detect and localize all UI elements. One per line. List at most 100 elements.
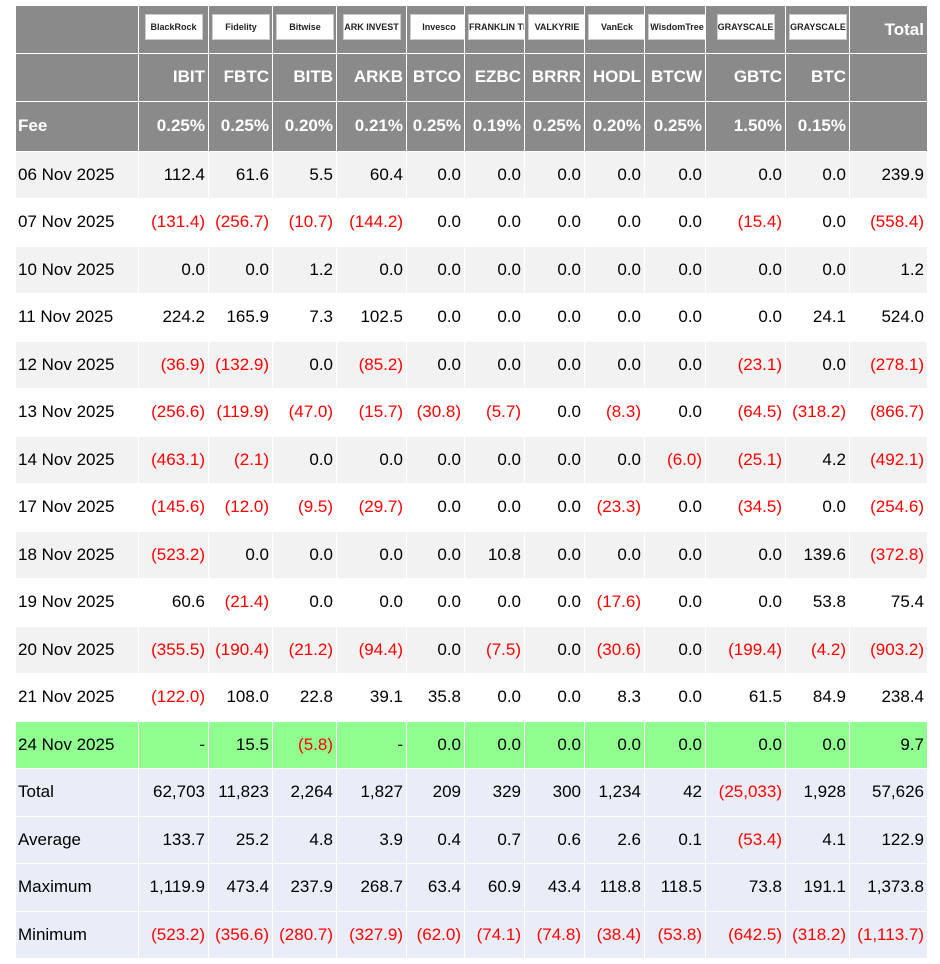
summary-value: (318.2) [785, 910, 850, 959]
flow-value: 0.0 [138, 245, 209, 294]
summary-value: 1,827 [336, 768, 407, 817]
flow-value: 224.2 [138, 293, 209, 342]
summary-value: 2.6 [584, 815, 645, 864]
flow-value: - [336, 720, 407, 769]
logo-cell: VALKYRIE [524, 5, 585, 54]
logo-cell: BlackRock [138, 5, 209, 54]
flow-value: 0.0 [584, 435, 645, 484]
date-cell: 12 Nov 2025 [15, 340, 139, 389]
flow-value: 0.0 [464, 578, 525, 627]
flow-value: (492.1) [849, 435, 928, 484]
flow-value: 0.0 [705, 530, 786, 579]
flow-value: 524.0 [849, 293, 928, 342]
flow-row: 20 Nov 2025 (355.5) (190.4) (21.2) (94.4) 0.0… [15, 625, 928, 674]
flow-row: 10 Nov 2025 0.0 0.0 1.2 0.0 0.0 0.0 0.0 0.0 0.0 0.… [15, 245, 928, 294]
flow-value: (15.7) [336, 388, 407, 437]
flow-value: - [138, 720, 209, 769]
table-body: BlackRock Fidelity Bitwise ARK INVEST Invesc… [15, 5, 928, 959]
flow-value: 8.3 [584, 673, 645, 722]
flow-value: 60.4 [336, 150, 407, 199]
flow-value: 53.8 [785, 578, 850, 627]
flow-value: 108.0 [208, 673, 273, 722]
flow-value: 0.0 [524, 340, 585, 389]
logo-cell: GRAYSCALE [705, 5, 786, 54]
flow-value: (145.6) [138, 483, 209, 532]
fee-value: 0.25% [644, 100, 706, 152]
flow-value: 0.0 [464, 340, 525, 389]
summary-value: 191.1 [785, 863, 850, 912]
flow-value: (256.6) [138, 388, 209, 437]
flow-value: (131.4) [138, 198, 209, 247]
flow-value: 0.0 [406, 530, 465, 579]
flow-value: 102.5 [336, 293, 407, 342]
flow-value: 0.0 [272, 530, 337, 579]
date-cell: 17 Nov 2025 [15, 483, 139, 532]
flow-value: 0.0 [464, 293, 525, 342]
summary-label: Total [15, 768, 139, 817]
flow-value: 0.0 [336, 245, 407, 294]
flow-value: (47.0) [272, 388, 337, 437]
flow-value: 15.5 [208, 720, 273, 769]
flow-value: 0.0 [705, 150, 786, 199]
summary-value: 122.9 [849, 815, 928, 864]
flow-value: (4.2) [785, 625, 850, 674]
flow-value: (254.6) [849, 483, 928, 532]
date-cell: 18 Nov 2025 [15, 530, 139, 579]
flow-value: 61.6 [208, 150, 273, 199]
flow-value: 0.0 [406, 150, 465, 199]
flow-value: (903.2) [849, 625, 928, 674]
summary-row: Minimum (523.2) (356.6) (280.7) (327.9) (62.0… [15, 910, 928, 959]
flow-value: 0.0 [524, 198, 585, 247]
summary-value: (327.9) [336, 910, 407, 959]
summary-label: Maximum [15, 863, 139, 912]
date-cell: 19 Nov 2025 [15, 578, 139, 627]
flow-value: 0.0 [406, 340, 465, 389]
summary-value: 1,928 [785, 768, 850, 817]
flow-value: (9.5) [272, 483, 337, 532]
summary-value: 1,373.8 [849, 863, 928, 912]
summary-value: 4.8 [272, 815, 337, 864]
summary-value: 1,234 [584, 768, 645, 817]
flow-value: 0.0 [644, 673, 706, 722]
flow-value: 112.4 [138, 150, 209, 199]
issuer-logo: Bitwise [276, 14, 334, 40]
ticker: BTC [785, 53, 850, 102]
flow-value: 239.9 [849, 150, 928, 199]
fee-row: Fee 0.25% 0.25% 0.20% 0.21% 0.25% 0.19% 0.25% 0.… [15, 100, 928, 152]
flow-value: 35.8 [406, 673, 465, 722]
summary-value: 3.9 [336, 815, 407, 864]
logo-cell: WisdomTree [644, 5, 706, 54]
flow-value: 0.0 [464, 720, 525, 769]
flow-value: 0.0 [524, 435, 585, 484]
ticker: ARKB [336, 53, 407, 102]
flow-value: 0.0 [406, 293, 465, 342]
flow-value: 1.2 [272, 245, 337, 294]
fee-value: 0.19% [464, 100, 525, 152]
flow-value: 0.0 [524, 530, 585, 579]
summary-value: 63.4 [406, 863, 465, 912]
flow-value: (30.8) [406, 388, 465, 437]
flow-value: 0.0 [524, 150, 585, 199]
flow-value: 0.0 [785, 483, 850, 532]
issuer-logo: BlackRock [144, 14, 203, 40]
flow-value: (64.5) [705, 388, 786, 437]
empty-cell [849, 100, 928, 152]
summary-row: Average 133.7 25.2 4.8 3.9 0.4 0.7 0.6 2.6 0.1 (53… [15, 815, 928, 864]
ticker: FBTC [208, 53, 273, 102]
flow-value: (256.7) [208, 198, 273, 247]
flow-value: (5.8) [272, 720, 337, 769]
flow-value: 0.0 [584, 530, 645, 579]
date-cell: 07 Nov 2025 [15, 198, 139, 247]
summary-value: 0.6 [524, 815, 585, 864]
flow-value: (36.9) [138, 340, 209, 389]
flow-value: (12.0) [208, 483, 273, 532]
flow-value: 0.0 [644, 245, 706, 294]
fee-value: 0.15% [785, 100, 850, 152]
logo-cell: Fidelity [208, 5, 273, 54]
flow-value: (21.4) [208, 578, 273, 627]
flow-value: (23.3) [584, 483, 645, 532]
empty-cell [849, 53, 928, 102]
logo-row: BlackRock Fidelity Bitwise ARK INVEST Invesc… [15, 5, 928, 54]
date-cell: 13 Nov 2025 [15, 388, 139, 437]
summary-value: 0.1 [644, 815, 706, 864]
